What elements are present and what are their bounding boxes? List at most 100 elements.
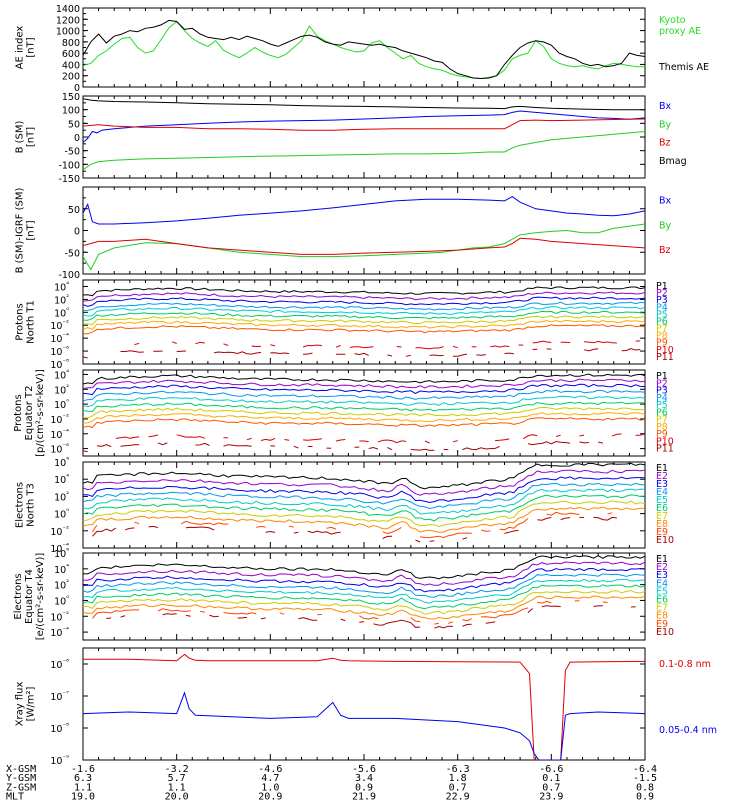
legend-label: P1: [656, 371, 668, 382]
series-line-e9: [91, 524, 98, 532]
series-line-p11: [214, 351, 262, 355]
legend-label: E1: [656, 463, 668, 474]
series-line-themis-ae: [83, 19, 645, 80]
legend-label: Bx: [659, 195, 672, 206]
legend-label: P5: [656, 400, 668, 411]
series-line-p9: [83, 324, 645, 335]
series-line-p1: [83, 286, 645, 297]
y-tick-label: 10⁻⁶: [50, 658, 69, 671]
footer-row-value: 1.0: [261, 782, 279, 793]
y-axis-label: Protons: [13, 394, 24, 431]
series-line-e10: [593, 516, 617, 521]
legend-label: Bmag: [659, 156, 687, 167]
y-axis-label: AE index: [15, 26, 26, 70]
panel-frame: [82, 7, 646, 88]
series-line-e10: [293, 531, 299, 534]
series-line-p10: [195, 341, 205, 345]
legend-label: P8: [656, 331, 668, 342]
legend-label: P9: [656, 338, 668, 349]
legend-label: P7: [656, 324, 668, 335]
series-line-p11: [303, 352, 313, 355]
series-line-e9: [223, 612, 257, 615]
series-line-p11: [621, 348, 641, 352]
y-tick-label: 10⁴: [54, 563, 69, 576]
panel-2: -150 -100 -50 0 50 100 150 B (SM) [nT] Bx By Bz Bmag: [15, 92, 687, 185]
y-tick-label: 10⁻⁸: [50, 722, 69, 735]
series-line-e10: [504, 529, 519, 534]
legend-label: E3: [656, 570, 668, 581]
legend-label: E9: [656, 527, 668, 538]
series-line-e10: [429, 540, 435, 542]
legend-label: P6: [656, 316, 668, 327]
series-line-bx: [83, 196, 645, 225]
footer-row-value: 0.7: [542, 782, 560, 793]
series-line-p2: [83, 378, 645, 389]
series-line-p10: [522, 434, 538, 440]
y-tick-label: -150: [58, 174, 80, 185]
footer-row-value: 0.9: [636, 792, 654, 800]
series-line-p10: [396, 346, 402, 348]
series-line-e10: [537, 517, 552, 521]
footer-row-value: 20.9: [258, 792, 282, 800]
series-line-e2: [83, 561, 645, 586]
footer-row-value: 6.3: [74, 773, 92, 784]
series-line-p10: [490, 345, 510, 348]
legend-label: E4: [656, 487, 668, 498]
footer-row-value: 23.9: [539, 792, 563, 800]
y-tick-label: 1400: [56, 4, 80, 15]
series-line-e10: [162, 613, 177, 616]
series-line-p10: [148, 434, 159, 438]
series-line-p10: [584, 340, 617, 344]
y-tick-label: 10⁻⁴: [50, 428, 69, 441]
series-line-e9: [326, 526, 337, 530]
series-line-e9: [92, 609, 140, 619]
legend-label: P8: [656, 422, 668, 433]
legend-label: Kyoto: [659, 15, 686, 26]
y-axis-label: B (SM): [15, 120, 26, 153]
series-line-p10: [452, 345, 458, 349]
y-axis-label: [W/m²]: [26, 686, 37, 721]
y-tick-label: 10⁴: [54, 473, 69, 486]
series-line-e9: [481, 607, 529, 619]
series-line-e10: [415, 539, 421, 543]
panel-8: 10⁻⁹ 10⁻⁸ 10⁻⁷ 10⁻⁶ Xray flux [W/m²] 0.1-0.8 n…: [15, 647, 717, 767]
series-line-p11: [583, 348, 599, 352]
legend-label: P9: [656, 429, 668, 440]
footer-row-value: -4.6: [258, 764, 282, 775]
legend-label: P4: [656, 393, 668, 404]
series-line-e10: [527, 608, 533, 613]
y-tick-label: 10⁻⁴: [50, 626, 69, 639]
series-line-e9: [256, 525, 266, 528]
series-line-p3: [83, 383, 645, 396]
series-line-p11: [462, 445, 500, 451]
y-tick-label: 10⁻²: [50, 413, 69, 426]
series-line-p10: [424, 440, 430, 444]
footer-row-value: 4.7: [261, 773, 279, 784]
series-line-p11: [270, 352, 290, 355]
y-tick-label: 50: [68, 119, 80, 130]
series-line-e10: [260, 617, 266, 620]
y-axis-label: [nT]: [26, 37, 37, 57]
footer-row-value: 22.9: [446, 792, 470, 800]
y-tick-label: 1200: [56, 15, 80, 26]
y-tick-label: -50: [64, 248, 80, 259]
panel-3: -100 -50 0 50 B (SM)-IGRF (SM) [nT] Bx By Bz: [15, 186, 672, 281]
legend-label: P6: [656, 407, 668, 418]
series-line-p10: [495, 438, 510, 442]
footer-row-value: -3.2: [165, 764, 189, 775]
legend-label: P10: [656, 345, 674, 356]
series-line-p9: [83, 417, 645, 428]
legend-label: By: [659, 119, 672, 130]
series-line-p11: [96, 444, 112, 448]
y-tick-label: 10²: [54, 490, 69, 503]
y-axis-label: North T3: [26, 483, 37, 527]
series-line-e5: [83, 578, 645, 604]
series-line-e9: [279, 612, 285, 615]
series-line-p10: [452, 440, 458, 443]
y-tick-label: 100: [62, 106, 80, 117]
series-line-e10: [185, 526, 215, 531]
series-line-p11: [476, 354, 486, 356]
legend-label: E6: [656, 503, 668, 514]
series-line-e9: [448, 621, 454, 624]
series-line-p10: [377, 439, 407, 444]
